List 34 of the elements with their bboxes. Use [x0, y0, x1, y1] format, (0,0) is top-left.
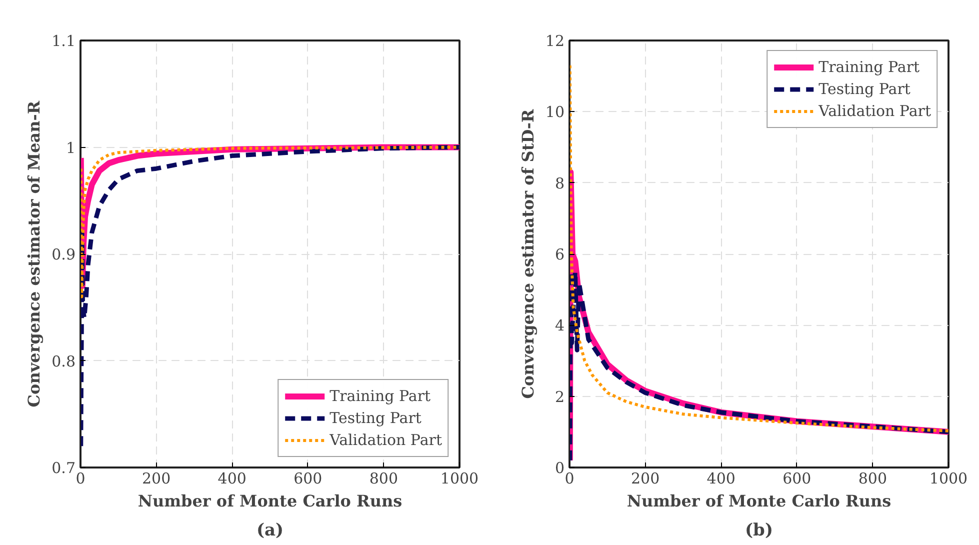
y-tick-label: 4	[554, 316, 565, 335]
text: (a)	[256, 520, 284, 540]
y-tick-label: 1.1	[52, 32, 76, 50]
x-tick-label: 1000	[440, 470, 479, 488]
y-axis-title: Convergence estimator of Mean-R	[24, 100, 44, 408]
x-tick-label: 800	[369, 470, 398, 488]
x-tick-label: 200	[142, 470, 171, 488]
x-tick-label: 600	[294, 470, 322, 488]
x-axis-title: Number of Monte Carlo Runs	[626, 492, 892, 510]
x-tick-label: 200	[630, 470, 660, 488]
y-tick-label: 0.9	[52, 246, 76, 264]
x-axis-title: Number of Monte Carlo Runs	[138, 492, 402, 510]
text: (b)	[745, 520, 773, 540]
legend-label: Testing Part	[818, 80, 910, 98]
line-series	[80, 145, 460, 448]
legend-label: Validation Part	[818, 102, 931, 120]
legend-label: Testing Part	[330, 409, 422, 427]
x-tick-label: 400	[218, 470, 246, 488]
y-axis-title: Convergence estimator of StD-R	[518, 108, 538, 399]
y-tick-label: 2	[554, 388, 565, 406]
y-tick-label: 12	[545, 32, 565, 50]
y-tick-label: 0.7	[52, 459, 76, 477]
legend-label: Training Part	[330, 387, 431, 405]
legend-label: Training Part	[818, 58, 920, 76]
x-tick-label: 400	[706, 470, 736, 488]
x-tick-label: 600	[782, 470, 812, 488]
legend-label: Validation Part	[330, 431, 442, 449]
y-tick-label: 8	[554, 174, 565, 192]
y-tick-label: 6	[554, 246, 565, 264]
y-tick-label: 10	[545, 103, 565, 122]
x-tick-label: 800	[858, 470, 888, 488]
x-tick-label: 1000	[929, 470, 968, 488]
y-tick-label: 0.8	[52, 352, 76, 370]
y-tick-label: 1	[66, 138, 76, 157]
